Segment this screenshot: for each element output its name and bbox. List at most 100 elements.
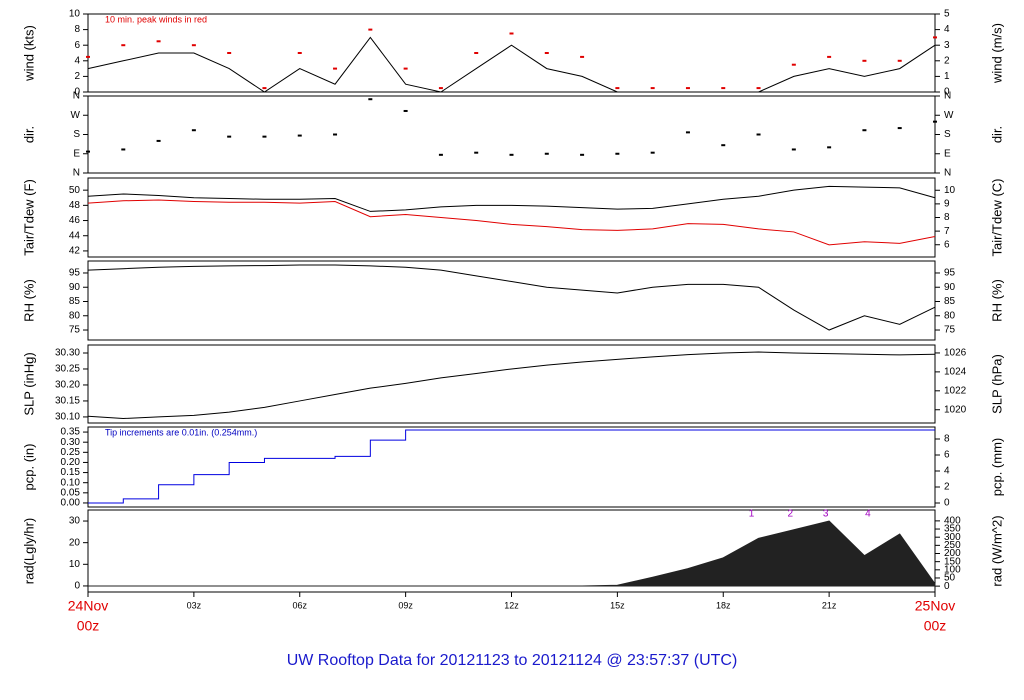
event-mark: 2 [788,509,794,520]
event-mark: 4 [865,509,871,520]
area [88,520,936,587]
line [87,264,936,331]
y2-tick-label: 1024 [944,367,967,378]
y2-tick-label: E [944,148,951,159]
x-tick-label: 03z [187,600,202,610]
x-tick-label: 25Nov [915,598,955,614]
line [87,36,936,93]
y-axis-label: wind (kts) [21,25,36,82]
y-tick-label: 90 [69,282,81,293]
y-tick-label: 0.30 [61,437,81,448]
y-tick-label: 30.20 [55,380,80,391]
y2-tick-label: 0 [944,87,950,98]
y2-tick-label: 2 [944,482,950,493]
y-tick-label: 30.15 [55,396,80,407]
y2-tick-label: 400 [944,516,961,527]
x-tick-label: 12z [504,600,519,610]
y2-tick-label: 200 [944,548,961,559]
y-tick-label: 75 [69,325,81,336]
y2-tick-label: 9 [944,199,950,210]
y-tick-label: W [71,110,81,121]
panel-frame [87,177,936,258]
y2-tick-label: 75 [944,325,956,336]
y-tick-label: 0.05 [61,487,81,498]
y2-axis-label: wind (m/s) [989,23,1004,84]
y-tick-label: 10 [69,559,81,570]
y2-tick-label: N [944,91,951,102]
y2-tick-label: 7 [944,226,950,237]
x-tick-label: 18z [716,600,731,610]
y2-tick-label: 8 [944,434,950,445]
y-tick-label: 0.15 [61,467,81,478]
event-mark: 1 [749,509,755,520]
y-tick-label: 0.00 [61,498,81,509]
y2-axis-label: dir. [989,126,1004,143]
y-tick-label: 20 [69,537,81,548]
y-tick-label: 8 [74,24,80,35]
y2-tick-label: S [944,129,951,140]
panel-frame [87,426,936,508]
y2-tick-label: 2 [944,55,950,66]
y-axis-label: SLP (inHg) [21,352,36,415]
y2-tick-label: 8 [944,212,950,223]
y2-tick-label: 6 [944,239,950,250]
y-tick-label: 4 [74,55,80,66]
panel-frame [87,13,936,93]
y2-axis-label: Tair/Tdew (C) [989,178,1004,256]
y2-tick-label: N [944,168,951,179]
y2-tick-label: 85 [944,296,956,307]
y-tick-label: 95 [69,268,81,279]
y2-tick-label: 3 [944,40,950,51]
annotation: Tip increments are 0.01in. (0.254mm.) [105,427,257,437]
y2-tick-label: 0 [944,581,950,592]
line [88,429,935,504]
panel-frame [87,260,936,341]
footer-title: UW Rooftop Data for 20121123 to 20121124… [287,652,738,669]
y2-tick-label: 350 [944,524,961,535]
x-tick-label: 24Nov [68,598,108,614]
y-tick-label: 2 [74,71,80,82]
y-tick-label: 80 [69,310,81,321]
y-tick-label: 6 [74,40,80,51]
y-tick-label: 0.20 [61,457,81,468]
y-tick-label: 85 [69,296,81,307]
x-tick-label: 00z [77,618,100,634]
y-axis-label: pcp. (in) [21,444,36,491]
y-tick-label: 30 [69,516,81,527]
y-tick-label: E [73,148,80,159]
line [87,185,936,212]
y-tick-label: 0.10 [61,477,81,488]
y2-tick-label: 10 [944,185,956,196]
y-tick-label: 44 [69,230,81,241]
y2-tick-label: 1026 [944,348,967,359]
y2-tick-label: 80 [944,310,956,321]
x-tick-label: 21z [822,600,837,610]
y2-tick-label: 4 [944,24,950,35]
y-tick-label: S [73,129,80,140]
y-tick-label: 50 [69,185,81,196]
y2-tick-label: 90 [944,282,956,293]
y2-tick-label: 100 [944,564,961,575]
y2-axis-label: SLP (hPa) [989,354,1004,414]
y-tick-label: 0 [74,87,80,98]
panel-frame [87,344,936,424]
y-tick-label: 30.10 [55,412,80,423]
annotation: 10 min. peak winds in red [105,14,207,24]
panel-frame [87,95,936,174]
y-axis-label: rad(Lgly/hr) [21,518,36,584]
y-tick-label: N [73,91,80,102]
y-tick-label: 48 [69,200,81,211]
y2-tick-label: 6 [944,450,950,461]
y-tick-label: 30.25 [55,364,80,375]
y2-tick-label: 1022 [944,385,967,396]
y2-axis-label: pcp. (mm) [989,438,1004,497]
y2-tick-label: 250 [944,540,961,551]
y-tick-label: 0.25 [61,447,81,458]
y2-tick-label: W [944,110,954,121]
x-tick-label: 06z [292,600,307,610]
y2-tick-label: 1 [944,71,950,82]
y2-axis-label: RH (%) [989,279,1004,322]
y2-tick-label: 5 [944,9,950,20]
